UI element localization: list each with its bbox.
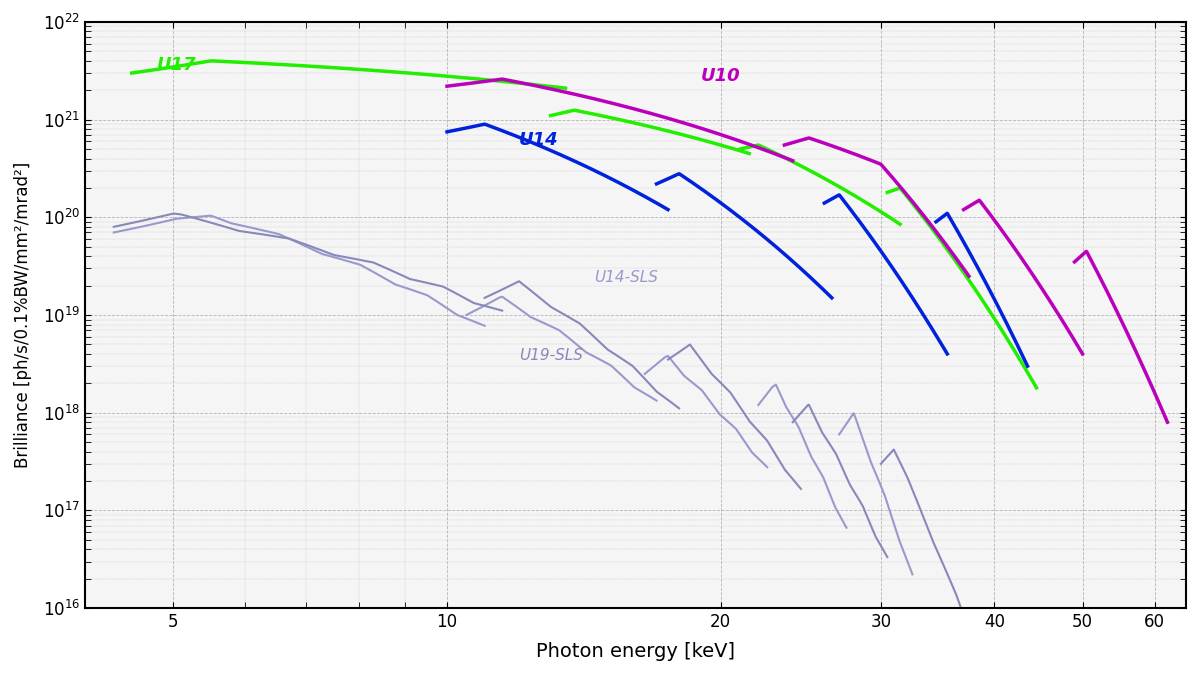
Text: U17: U17 <box>157 56 197 74</box>
Text: U14-SLS: U14-SLS <box>594 269 658 285</box>
Text: U10: U10 <box>701 67 740 85</box>
Text: U19-SLS: U19-SLS <box>520 348 583 362</box>
Y-axis label: Brilliance [ph/s/0.1%BW/mm²/mrad²]: Brilliance [ph/s/0.1%BW/mm²/mrad²] <box>14 162 32 468</box>
Text: U14: U14 <box>520 131 559 149</box>
X-axis label: Photon energy [keV]: Photon energy [keV] <box>536 642 736 661</box>
